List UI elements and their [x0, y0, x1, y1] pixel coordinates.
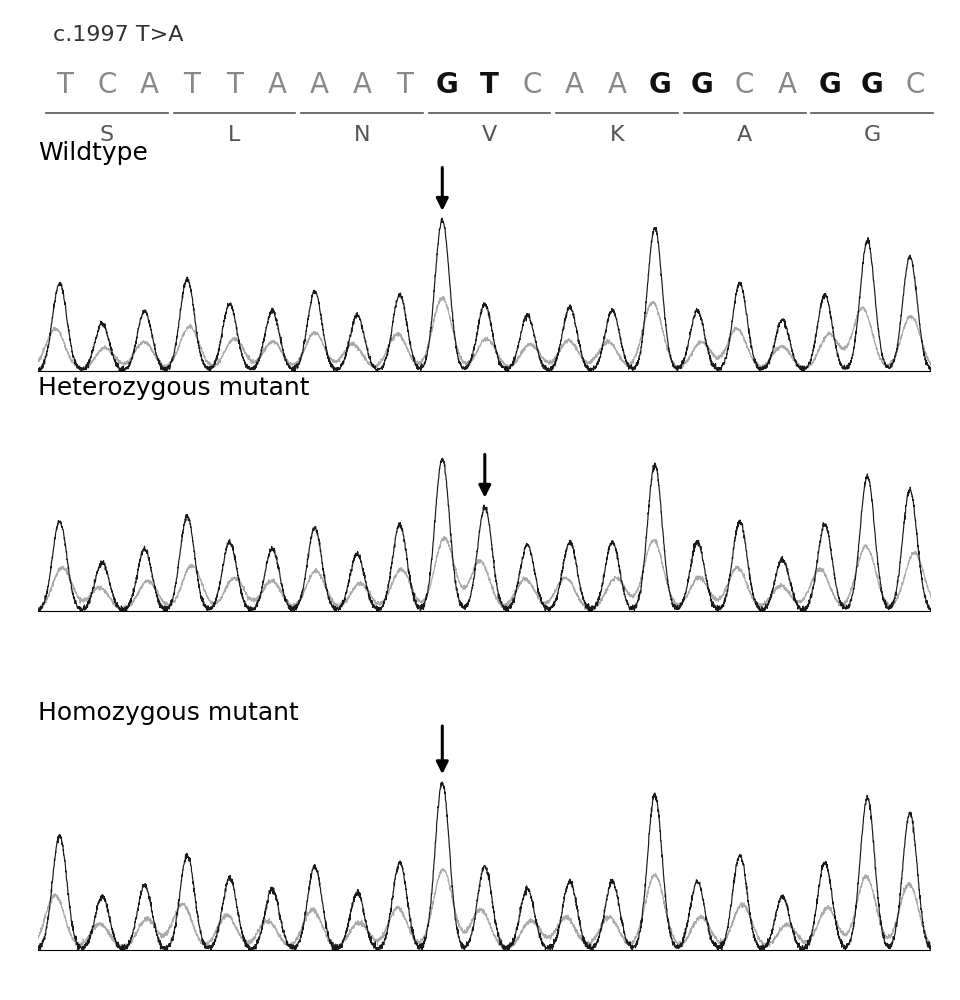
Text: G: G [861, 71, 883, 99]
Text: G: G [818, 71, 841, 99]
Text: C: C [522, 71, 541, 99]
Text: C: C [735, 71, 755, 99]
Text: T: T [480, 71, 499, 99]
Text: C: C [905, 71, 924, 99]
Text: A: A [737, 125, 753, 145]
Text: A: A [778, 71, 797, 99]
Text: A: A [140, 71, 159, 99]
Text: T: T [396, 71, 413, 99]
Text: G: G [648, 71, 671, 99]
Text: Wildtype: Wildtype [38, 141, 148, 165]
Text: V: V [482, 125, 497, 145]
Text: T: T [183, 71, 201, 99]
Text: Heterozygous mutant: Heterozygous mutant [38, 376, 310, 400]
Text: A: A [310, 71, 329, 99]
Text: Homozygous mutant: Homozygous mutant [38, 701, 300, 725]
Text: A: A [565, 71, 584, 99]
Text: S: S [100, 125, 114, 145]
Text: G: G [436, 71, 459, 99]
Text: K: K [610, 125, 624, 145]
Text: A: A [268, 71, 286, 99]
Text: N: N [354, 125, 371, 145]
Text: T: T [226, 71, 243, 99]
Text: A: A [608, 71, 627, 99]
Text: c.1997 T>A: c.1997 T>A [53, 25, 183, 45]
Text: A: A [352, 71, 372, 99]
Text: C: C [97, 71, 117, 99]
Text: L: L [228, 125, 241, 145]
Text: G: G [691, 71, 713, 99]
Text: G: G [864, 125, 881, 145]
Text: T: T [56, 71, 73, 99]
